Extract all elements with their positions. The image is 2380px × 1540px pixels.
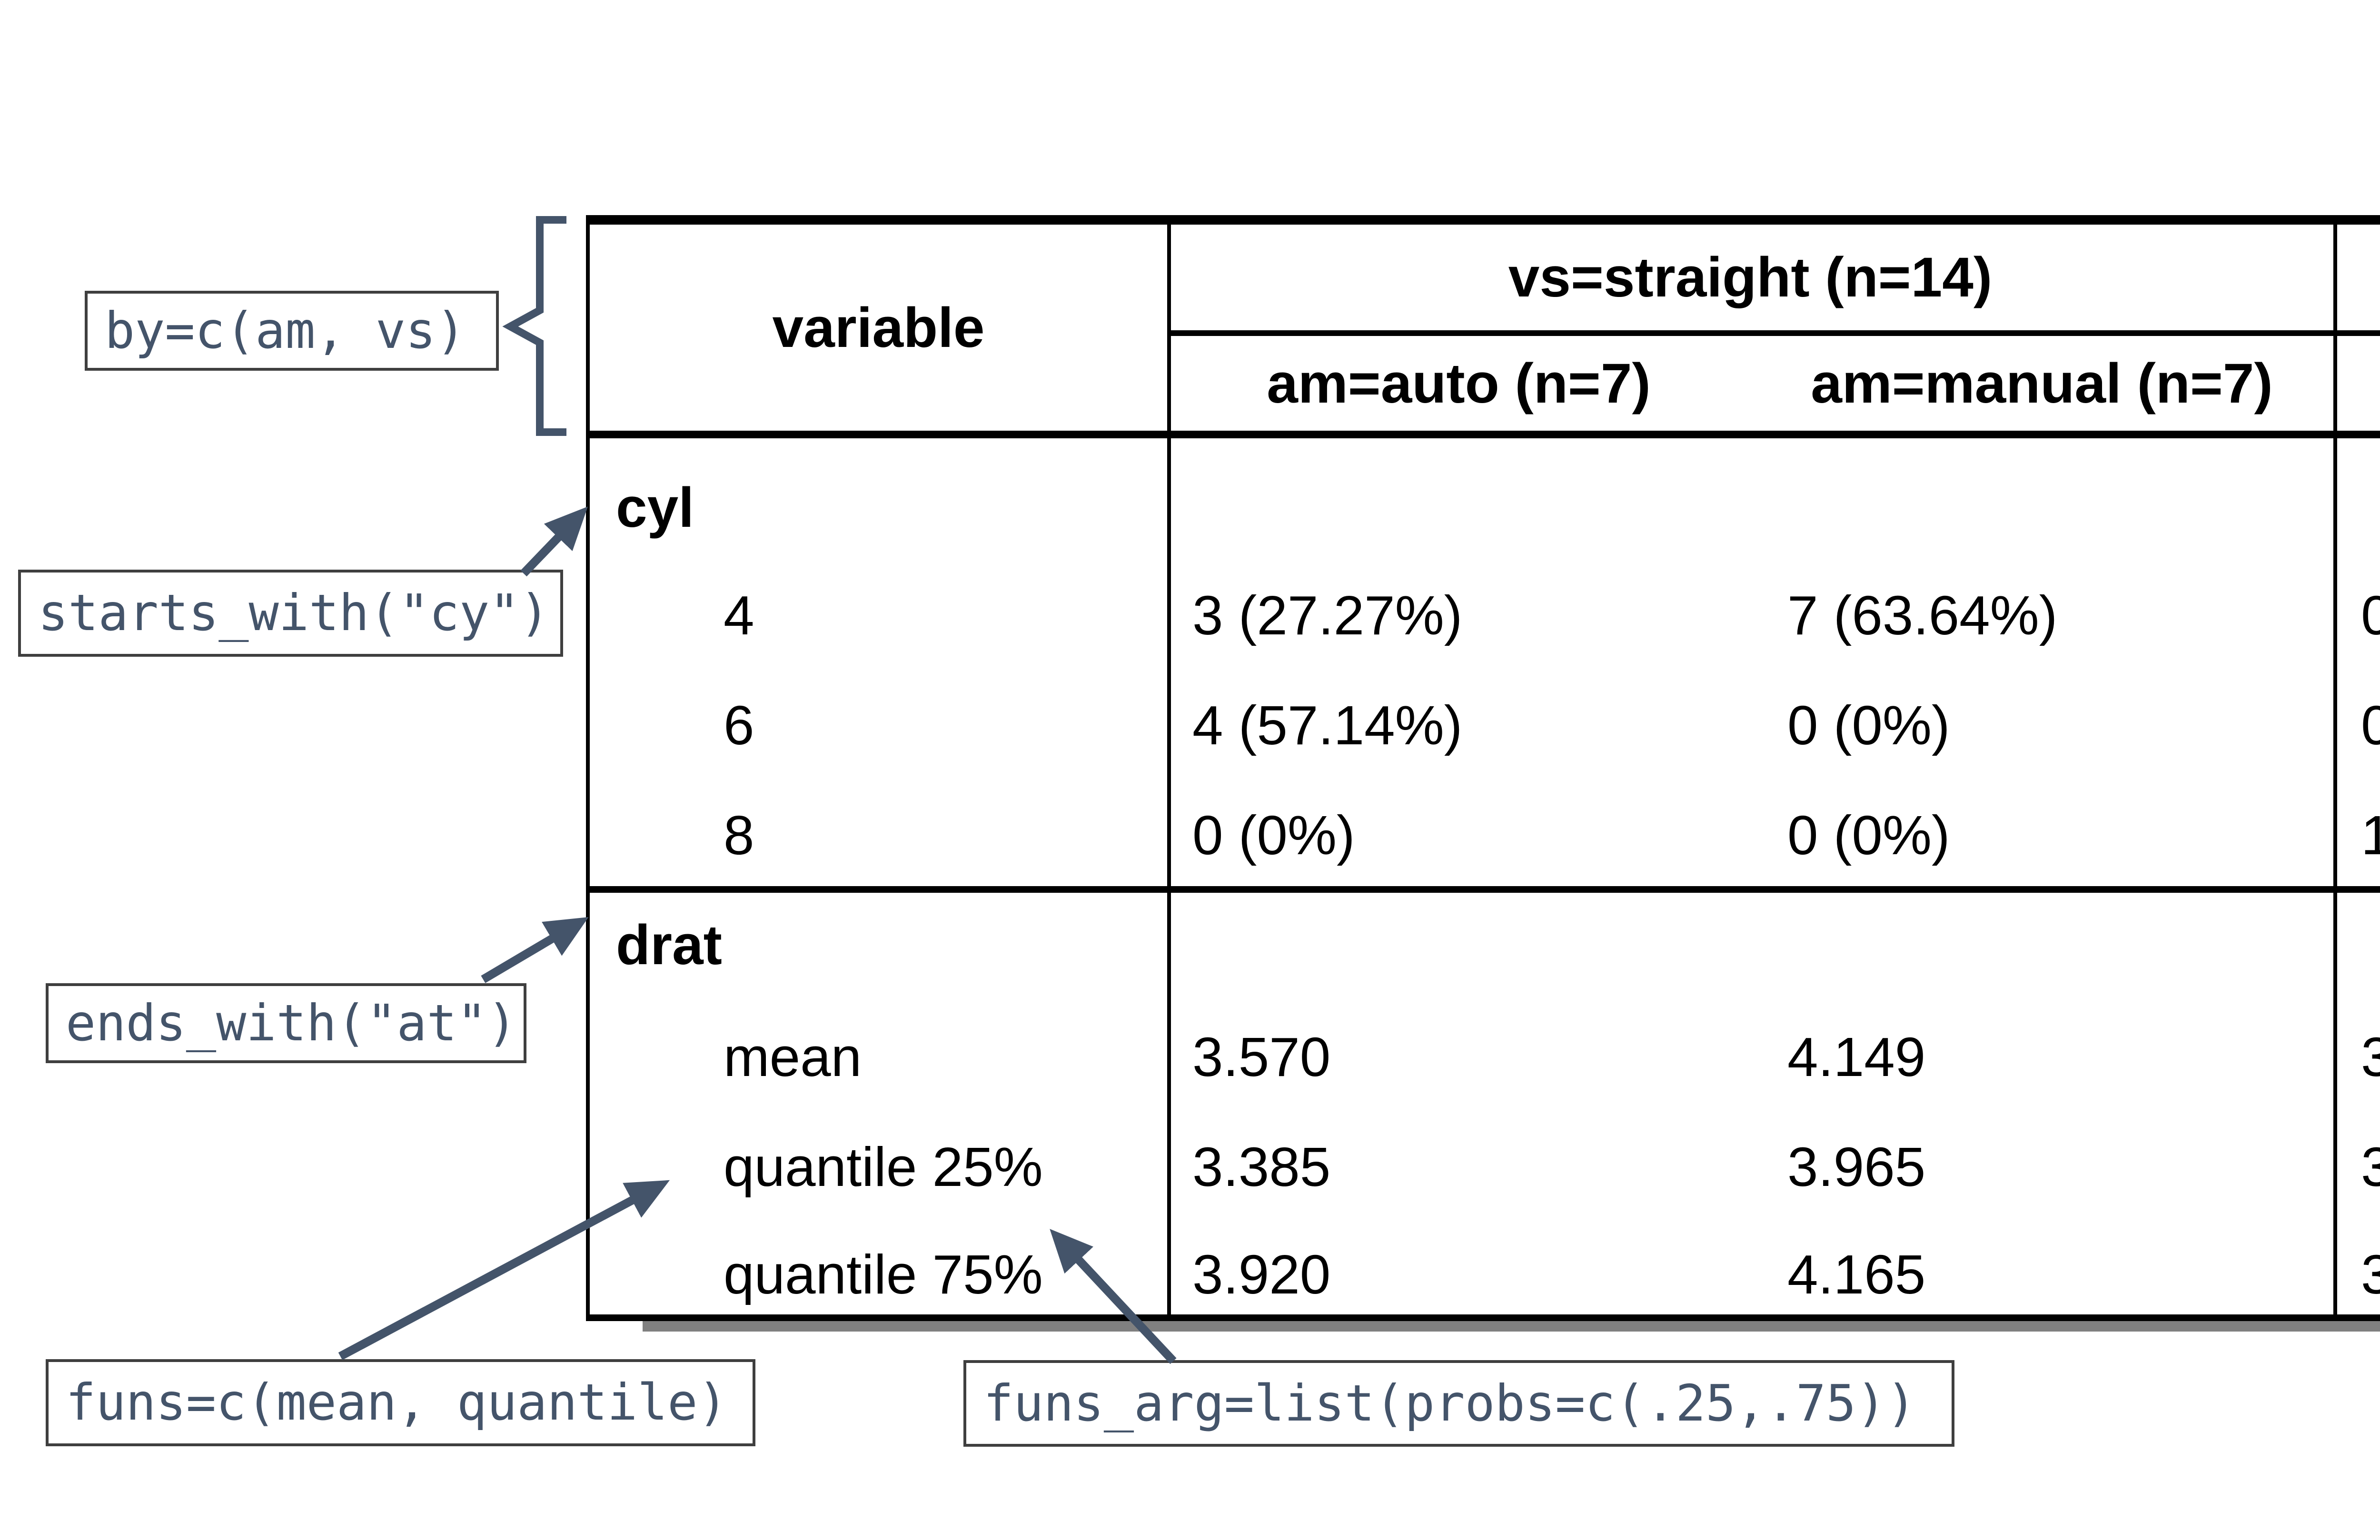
table-border-left [586,215,590,1321]
annotation-funs-code: funs=c(mean, quantile) [66,1373,728,1431]
by-brace [502,216,566,436]
annotation-starts-with: starts_with("cy") [18,570,563,657]
table-cell: 4 (57.14%) [1192,694,1463,756]
annotation-ends-with: ends_with("at") [46,983,526,1063]
table-cell: 3.570 [1192,1026,1331,1088]
row-label: mean [724,1026,862,1088]
annotation-starts-with-code: starts_with("cy") [38,584,550,642]
row-label: quantile 75% [724,1244,1043,1305]
table-cell: 0 (0%) [2361,694,2380,756]
row-label: 4 [724,584,754,646]
group-header-vs-straight: vs=straight (n=14) [1508,246,1993,309]
col-header-am-manual-7: am=manual (n=7) [1811,352,2273,415]
col-header-am-auto-12: am=auto (n=12) [2333,336,2380,431]
divider-sections [586,886,2380,893]
table-cell: 7 (63.64%) [1787,584,2058,646]
section-label-cyl: cyl [616,476,694,539]
table-cell: 3.121 [2361,1026,2380,1088]
row-label: 6 [724,694,754,756]
table-cell: 4.165 [1787,1244,1926,1305]
divider-header-rows [1167,330,2380,336]
annotation-ends-with-code: ends_with("at") [66,994,517,1052]
table-drop-shadow [643,1321,2380,1332]
arrow-funs-arg [1050,1229,1177,1364]
annotation-by: by=c(am, vs) [85,291,499,371]
row-label: quantile 25% [724,1136,1043,1198]
table-cell: 0 (0%) [1787,804,1950,866]
table-cell: 12 (85.71%) [2361,804,2380,866]
table-cell: 3.165 [2361,1244,2380,1305]
arrow-ends-with [481,917,589,983]
table-cell: 0 (0%) [1787,694,1950,756]
section-label-drat: drat [616,914,722,977]
group-header-vs-vshaped: vs=vshaped (n=18) [2333,225,2380,330]
row-label: 8 [724,804,754,866]
annotation-funs-arg: funs_arg=list(probs=c(.25,.75)) [963,1360,1954,1447]
table-cell: 3.965 [1787,1136,1926,1198]
table-cell: 0 (0%) [1192,804,1355,866]
table-border-top [586,215,2380,225]
divider-col-variable [1167,225,1171,1314]
divider-col-groups [2333,225,2337,1314]
arrow-starts-with [520,506,588,577]
table-cell: 4.149 [1787,1026,1926,1088]
table-cell: 0 (0%) [2361,584,2380,646]
table-cell: 3 (27.27%) [1192,584,1463,646]
table-cell: 3.920 [1192,1244,1331,1305]
table-cell: 3.385 [1192,1136,1331,1198]
divider-header-bottom [586,431,2380,438]
annotation-funs: funs=c(mean, quantile) [46,1359,755,1446]
col-header-am-auto-7: am=auto (n=7) [1267,352,1651,415]
table-border-bottom [586,1314,2380,1321]
annotation-by-code: by=c(am, vs) [105,301,466,360]
annotation-funs-arg-code: funs_arg=list(probs=c(.25,.75)) [983,1374,1916,1432]
corner-header-variable: variable [772,296,985,359]
table-cell: 3.052 [2361,1136,2380,1198]
arrow-funs [338,1180,670,1360]
